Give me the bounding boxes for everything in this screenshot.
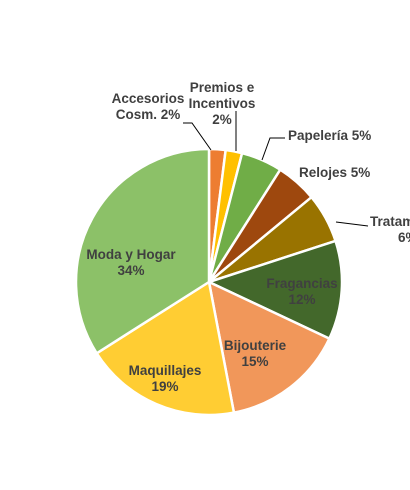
pie-slices: [74, 147, 344, 417]
label-line: 34%: [117, 263, 144, 278]
label-moda-y-hogar: Moda y Hogar 34%: [86, 247, 176, 278]
label-relojes: Relojes 5%: [299, 165, 370, 180]
label-line: Moda y Hogar: [86, 247, 176, 262]
label-line: 15%: [241, 354, 268, 369]
label-papeleria: Papelería 5%: [288, 128, 371, 143]
label-premios-e-incentivos: Premios e Incentivos 2%: [189, 80, 256, 127]
label-bijouterie: Bijouterie 15%: [224, 338, 287, 369]
label-line: Incentivos: [189, 96, 256, 111]
label-line: Papelería 5%: [288, 128, 371, 143]
label-line: Maquillajes: [129, 363, 202, 378]
label-fragancias: Fragancias 12%: [266, 276, 337, 307]
slice-bijouterie: [207, 279, 332, 415]
leader-accesorios-cosm: [183, 122, 212, 151]
label-line: Tratam: [370, 214, 410, 229]
label-line: 2%: [212, 112, 232, 127]
leader-lines: [183, 111, 369, 227]
label-line: Bijouterie: [224, 338, 287, 353]
label-line: Relojes 5%: [299, 165, 370, 180]
slice-fragancias: [205, 239, 344, 341]
slice-moda-y-hogar: [74, 147, 211, 355]
label-line: 19%: [151, 379, 178, 394]
label-line: Cosm. 2%: [116, 107, 181, 122]
label-line: 12%: [288, 292, 315, 307]
label-accesorios-cosm: Accesorios Cosm. 2%: [112, 91, 185, 122]
label-maquillajes: Maquillajes 19%: [129, 363, 202, 394]
label-line: Fragancias: [266, 276, 337, 291]
label-line: 6%: [398, 230, 410, 245]
label-line: Accesorios: [112, 91, 185, 106]
label-line: Premios e: [190, 80, 255, 95]
leader-tratamiento: [335, 221, 369, 227]
slice-maquillajes: [94, 279, 236, 417]
leader-papeleria: [261, 137, 285, 161]
slice-labels: Accesorios Cosm. 2%Premios e Incentivos 2%P…: [86, 80, 410, 394]
